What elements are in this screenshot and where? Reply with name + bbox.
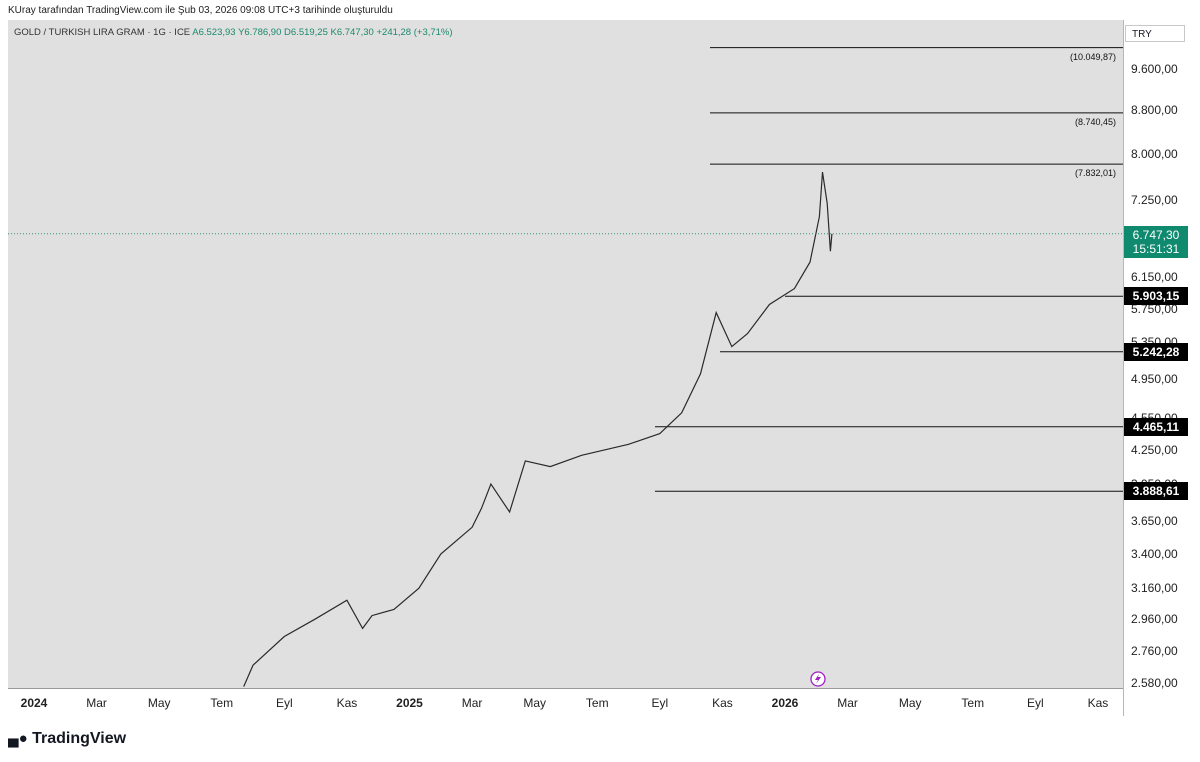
price-tick-label: 7.250,00 — [1131, 193, 1178, 208]
time-tick-label: Mar — [837, 696, 858, 710]
price-tick-label: 2.760,00 — [1131, 644, 1178, 659]
price-tick-label: 3.160,00 — [1131, 581, 1178, 596]
price-tick-label: 3.400,00 — [1131, 547, 1178, 562]
symbol-name: GOLD / TURKISH LIRA GRAM · 1G · ICE — [14, 27, 191, 38]
time-tick-label: 2025 — [396, 696, 423, 710]
level-price-tag: 4.465,11 — [1124, 417, 1188, 436]
time-tick-label: Eyl — [651, 696, 669, 710]
price-tick-label: 4.250,00 — [1131, 442, 1178, 457]
time-tick-label: Mar — [86, 696, 107, 710]
price-tick-label: 2.960,00 — [1131, 611, 1178, 626]
open-value: A6.523,93 — [192, 27, 236, 38]
time-tick-label: Tem — [585, 696, 609, 710]
price-tick-label: 9.600,00 — [1131, 62, 1178, 76]
last-price-value: 6.747,30 — [1132, 228, 1180, 242]
level-price-tag: 3.888,61 — [1124, 482, 1188, 501]
tradingview-logo[interactable]: ▄● TradingView — [8, 730, 126, 748]
time-tick-label: Eyl — [275, 696, 293, 710]
currency-selector[interactable]: TRY — [1125, 25, 1185, 42]
level-price-tag: 5.903,15 — [1124, 287, 1188, 306]
time-tick-label: Tem — [961, 696, 985, 710]
level-price-tag: 5.242,28 — [1124, 342, 1188, 361]
level-annotation: (8.740,45) — [1074, 116, 1116, 127]
symbol-info: GOLD / TURKISH LIRA GRAM · 1G · ICE A6.5… — [14, 27, 453, 38]
bar-countdown: 15:51:31 — [1132, 242, 1180, 256]
time-tick-label: 2026 — [771, 696, 799, 710]
plot-area[interactable] — [8, 20, 1123, 688]
time-tick-label: May — [523, 696, 546, 710]
time-tick-label: May — [898, 696, 922, 710]
time-tick-label: Tem — [210, 696, 234, 710]
time-tick-label: Kas — [336, 696, 358, 710]
price-axis[interactable] — [1123, 20, 1200, 716]
close-value: K6.747,30 — [330, 27, 374, 38]
lightning-icon[interactable] — [810, 671, 826, 687]
price-tick-label: 8.000,00 — [1131, 147, 1178, 162]
level-annotation: (10.049,87) — [1069, 51, 1116, 62]
logo-text: TradingView — [32, 730, 127, 747]
low-value: D6.519,25 — [284, 27, 328, 38]
time-tick-label: Kas — [1087, 696, 1109, 710]
last-price-tag: 6.747,30 15:51:31 — [1124, 226, 1188, 258]
price-tick-label: 8.800,00 — [1131, 102, 1178, 117]
time-tick-label: Eyl — [1026, 696, 1044, 710]
high-value: Y6.786,90 — [238, 27, 282, 38]
chart-credit: KUray tarafından TradingView.com ile Şub… — [8, 5, 393, 16]
time-tick-label: May — [147, 696, 171, 710]
time-tick-label: 2024 — [20, 696, 48, 710]
price-series-line — [243, 172, 833, 687]
time-tick-label: Kas — [712, 696, 733, 710]
level-annotation: (7.832,01) — [1074, 168, 1116, 179]
price-tick-label: 3.650,00 — [1131, 513, 1178, 528]
time-axis[interactable] — [8, 688, 1123, 717]
price-tick-label: 2.580,00 — [1131, 676, 1178, 690]
price-tick-label: 4.950,00 — [1131, 371, 1178, 386]
price-tick-label: 6.150,00 — [1131, 270, 1178, 285]
time-tick-label: Mar — [461, 696, 483, 710]
logo-icon: ▄● — [8, 730, 28, 747]
change-value: +241,28 (+3,71%) — [376, 27, 453, 38]
